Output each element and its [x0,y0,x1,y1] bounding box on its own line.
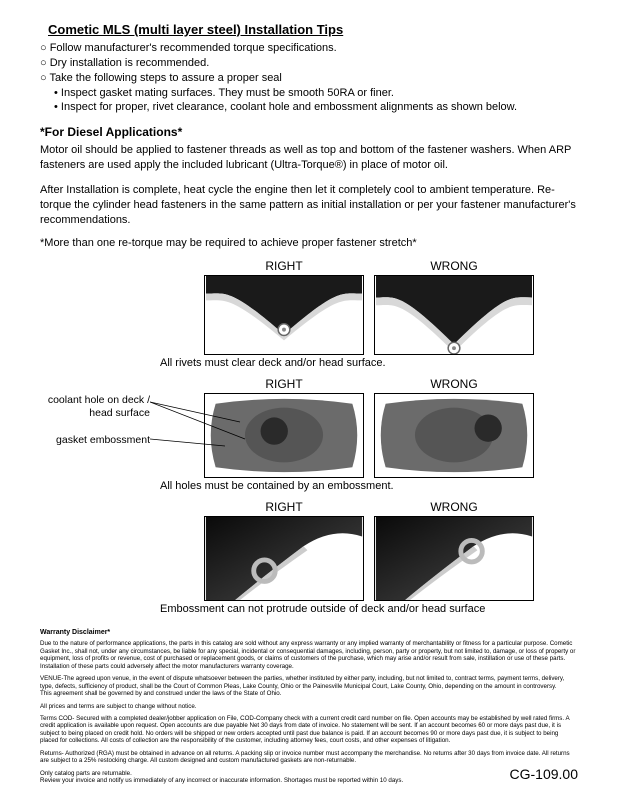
figure-pair-emboss: RIGHT WRONG [40,500,578,601]
label-wrong: WRONG [374,500,534,514]
warranty-p3: All prices and terms are subject to chan… [40,703,578,710]
warranty-p1: Due to the nature of performance applica… [40,640,578,670]
bullet-subitem: • Inspect for proper, rivet clearance, c… [54,100,578,115]
caption-rivets: All rivets must clear deck and/or head s… [40,357,500,369]
caption-emboss: Embossment can not protrude outside of d… [40,603,500,615]
figure-wrong-rivets: WRONG [374,259,534,355]
warranty-p4: Terms COD- Secured with a completed deal… [40,715,578,745]
caption-holes: All holes must be contained by an emboss… [40,480,500,492]
label-right: RIGHT [204,377,364,391]
bullet-item: ○ Take the following steps to assure a p… [40,71,578,86]
retorque-note: *More than one re-torque may be required… [40,237,578,249]
bullet-list: ○ Follow manufacturer's recommended torq… [40,41,578,115]
warranty-p6: Only catalog parts are returnable. Revie… [40,770,578,785]
figure-right-emboss: RIGHT [204,500,364,601]
bullet-item: ○ Dry installation is recommended. [40,56,578,71]
bullet-item: ○ Follow manufacturer's recommended torq… [40,41,578,56]
label-right: RIGHT [204,259,364,273]
figure-wrong-emboss: WRONG [374,500,534,601]
diesel-heading: *For Diesel Applications* [40,125,578,139]
figure-area: RIGHT WRONG All rivets must clear deck a… [40,259,578,615]
figure-right-holes: RIGHT [204,377,364,478]
warranty-p5: Returns- Authorized (RGA) must be obtain… [40,750,578,765]
label-wrong: WRONG [374,259,534,273]
page-title: Cometic MLS (multi layer steel) Installa… [48,22,578,37]
page-number: CG-109.00 [510,766,578,782]
warranty-p2: VENUE-The agreed upon venue, in the even… [40,675,578,697]
label-wrong: WRONG [374,377,534,391]
bullet-subitem: • Inspect gasket mating surfaces. They m… [54,86,578,101]
diesel-paragraph-2: After Installation is complete, heat cyc… [40,183,578,228]
warranty-heading: Warranty Disclaimer* [40,629,578,636]
diesel-paragraph-1: Motor oil should be applied to fastener … [40,143,578,173]
figure-pair-holes: RIGHT WRONG [40,377,578,478]
figure-wrong-holes: WRONG [374,377,534,478]
callout-gasket: gasket embossment [30,434,150,447]
figure-right-rivets: RIGHT [204,259,364,355]
label-right: RIGHT [204,500,364,514]
figure-pair-rivets: RIGHT WRONG [40,259,578,355]
callout-coolant: coolant hole on deck / head surface [30,394,150,419]
